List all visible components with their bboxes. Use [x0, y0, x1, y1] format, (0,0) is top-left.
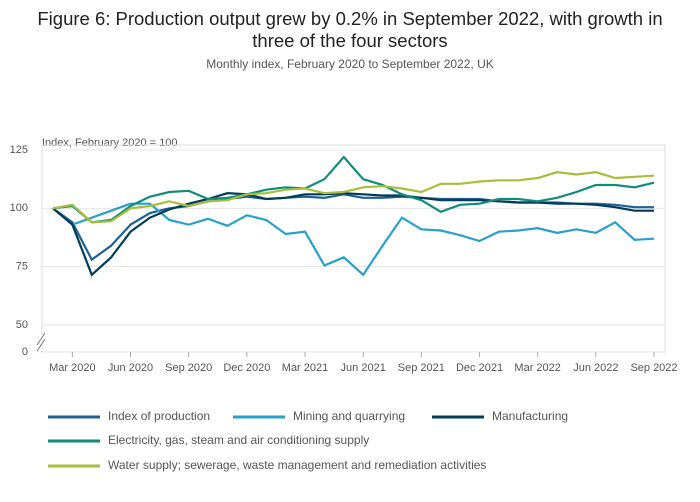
y-tick-label: 125 — [10, 144, 28, 156]
x-tick-label: Mar 2020 — [49, 362, 95, 374]
x-tick-label: Jun 2021 — [341, 362, 386, 374]
x-tick-label: Sep 2021 — [398, 362, 445, 374]
legend-label: Water supply; sewerage, waste management… — [108, 458, 486, 472]
plot-frame — [41, 144, 666, 353]
chart-subtitle: Monthly index, February 2020 to Septembe… — [206, 57, 494, 71]
y-tick-label: 0 — [22, 346, 28, 358]
x-tick-label: Dec 2021 — [456, 362, 503, 374]
x-tick-label: Dec 2020 — [223, 362, 270, 374]
axis-break-gap — [38, 335, 46, 345]
chart-title: Figure 6: Production output grew by 0.2%… — [37, 8, 663, 51]
y-tick-label: 100 — [10, 202, 28, 214]
axis-break — [36, 338, 46, 352]
legend-label: Electricity, gas, steam and air conditio… — [108, 433, 369, 447]
x-tick-label: Mar 2021 — [282, 362, 328, 374]
x-tick-label: Sep 2020 — [165, 362, 212, 374]
y-axis-title: Index, February 2020 = 100 — [42, 137, 177, 149]
x-tick-label: Jun 2020 — [108, 362, 153, 374]
legend-label: Manufacturing — [492, 409, 568, 423]
series-line — [52, 155, 655, 224]
legend-label: Mining and quarrying — [293, 409, 405, 423]
series-line — [52, 202, 655, 277]
x-tick-label: Jun 2022 — [573, 362, 618, 374]
y-tick-label: 50 — [16, 319, 28, 331]
y-tick-label: 75 — [16, 261, 28, 273]
series-line — [52, 171, 655, 224]
x-tick-label: Sep 2022 — [630, 362, 677, 374]
legend-label: Index of production — [108, 409, 210, 423]
x-tick-label: Mar 2022 — [514, 362, 560, 374]
series-line — [52, 192, 654, 277]
axis-break — [36, 332, 46, 346]
